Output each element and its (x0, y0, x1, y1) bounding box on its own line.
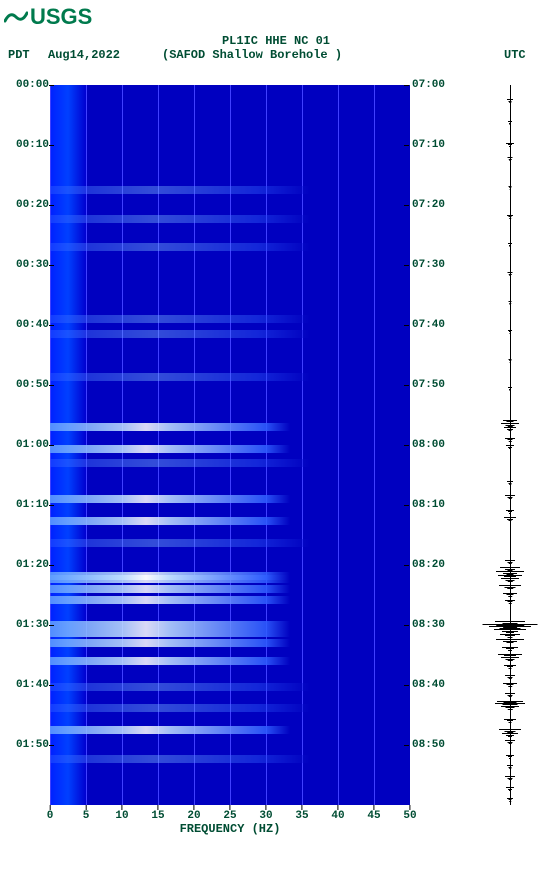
y-tick-right: 07:20 (412, 199, 457, 211)
y-tick-right: 07:30 (412, 259, 457, 271)
x-axis-label: FREQUENCY (HZ) (50, 822, 410, 836)
y-tick-left: 01:40 (4, 679, 49, 691)
tz-right-label: UTC (504, 48, 544, 62)
y-tick-right: 08:50 (412, 739, 457, 751)
x-tick: 10 (115, 805, 128, 822)
wave-icon (4, 8, 28, 26)
plot-header: PL1IC HHE NC 01 PDT Aug14,2022 (SAFOD Sh… (0, 34, 552, 62)
tz-left-label: PDT (8, 48, 48, 62)
y-tick-left: 01:00 (4, 439, 49, 451)
x-tick: 25 (223, 805, 236, 822)
y-tick-left: 00:20 (4, 199, 49, 211)
station-label: (SAFOD Shallow Borehole ) (162, 48, 392, 62)
x-tick: 15 (151, 805, 164, 822)
y-tick-left: 01:20 (4, 559, 49, 571)
x-tick: 50 (403, 805, 416, 822)
x-tick: 0 (47, 805, 54, 822)
date-label: Aug14,2022 (48, 48, 148, 62)
y-tick-right: 07:00 (412, 79, 457, 91)
logo-text: USGS (30, 4, 92, 30)
y-tick-left: 00:40 (4, 319, 49, 331)
y-tick-right: 08:40 (412, 679, 457, 691)
x-tick: 5 (83, 805, 90, 822)
y-tick-left: 00:00 (4, 79, 49, 91)
seismogram-trace (475, 85, 545, 805)
x-tick: 35 (295, 805, 308, 822)
y-axis-right: 07:0007:1007:2007:3007:4007:5008:0008:10… (412, 85, 457, 805)
y-tick-left: 00:50 (4, 379, 49, 391)
y-tick-right: 07:40 (412, 319, 457, 331)
x-tick: 20 (187, 805, 200, 822)
plot-title: PL1IC HHE NC 01 (0, 34, 552, 48)
y-tick-left: 01:30 (4, 619, 49, 631)
x-tick: 30 (259, 805, 272, 822)
y-tick-left: 00:10 (4, 139, 49, 151)
x-tick: 45 (367, 805, 380, 822)
y-tick-right: 07:50 (412, 379, 457, 391)
y-tick-left: 00:30 (4, 259, 49, 271)
usgs-logo: USGS (4, 4, 92, 30)
y-tick-right: 08:00 (412, 439, 457, 451)
y-tick-right: 07:10 (412, 139, 457, 151)
y-tick-left: 01:50 (4, 739, 49, 751)
y-tick-right: 08:10 (412, 499, 457, 511)
y-axis-left: 00:0000:1000:2000:3000:4000:5001:0001:10… (4, 85, 49, 805)
y-tick-left: 01:10 (4, 499, 49, 511)
y-tick-right: 08:30 (412, 619, 457, 631)
x-tick: 40 (331, 805, 344, 822)
spectrogram-plot (50, 85, 410, 805)
y-tick-right: 08:20 (412, 559, 457, 571)
